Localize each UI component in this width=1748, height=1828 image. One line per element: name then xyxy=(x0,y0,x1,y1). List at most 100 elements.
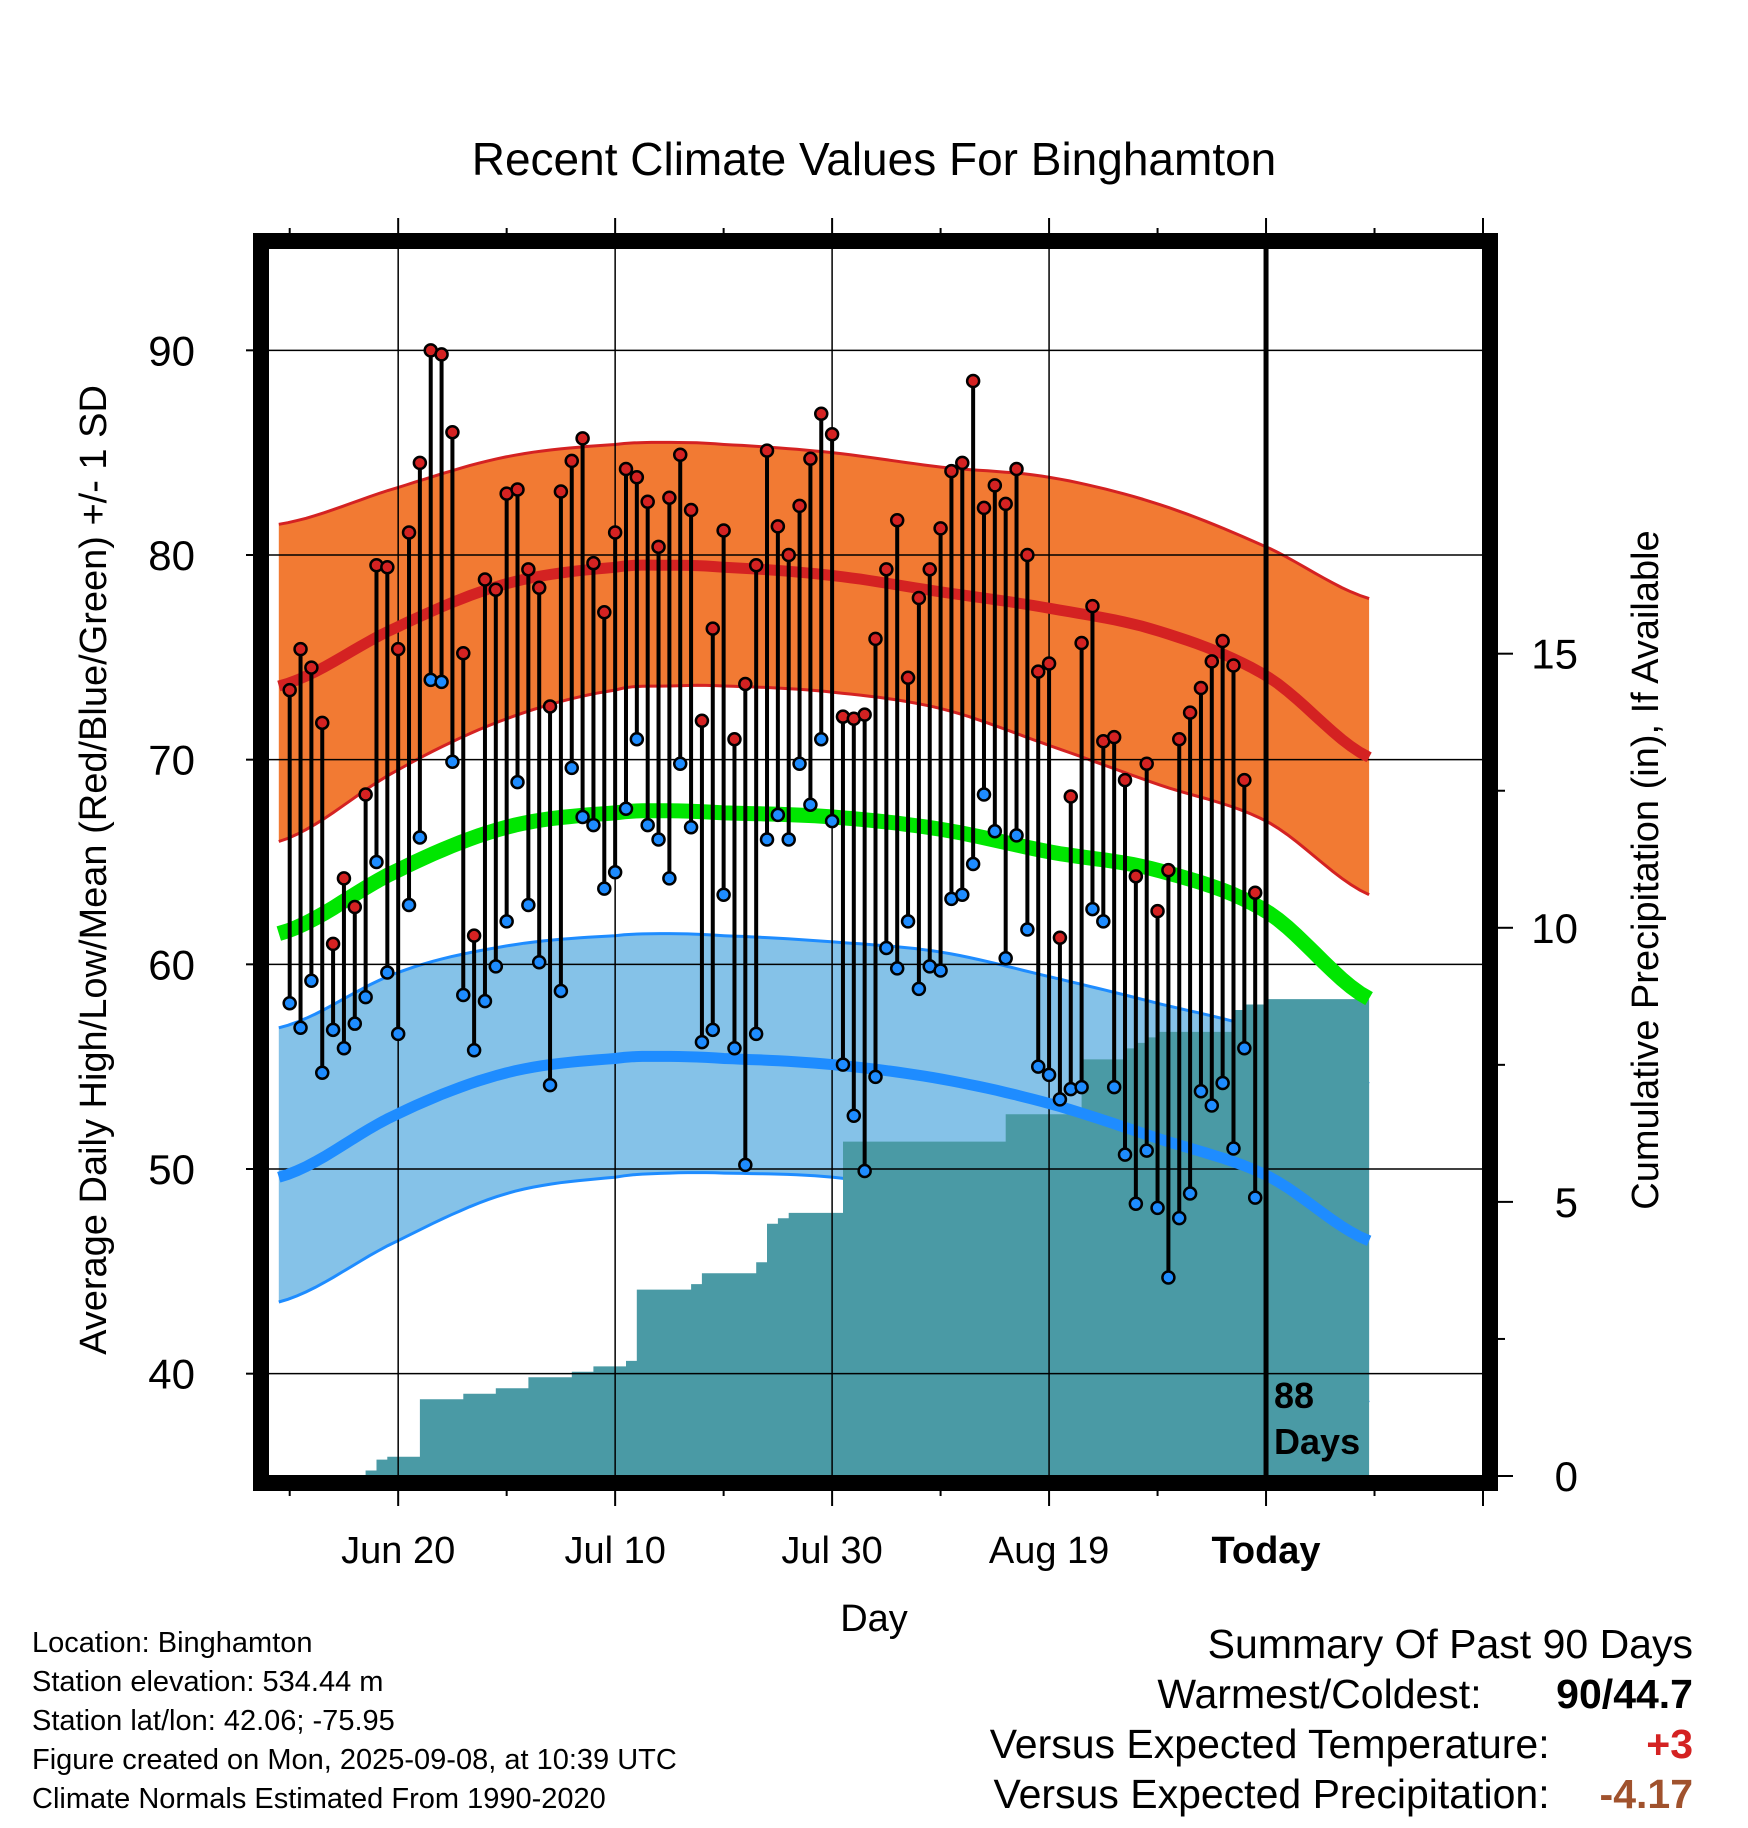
daily-high-point xyxy=(336,871,352,886)
daily-high-point xyxy=(662,490,677,505)
created-text: Figure created on Mon, 2025-09-08, at 10… xyxy=(32,1744,677,1776)
daily-low-point xyxy=(651,832,666,847)
daily-low-point xyxy=(889,961,905,976)
daily-high-point xyxy=(445,424,460,440)
y2-axis-label: Cumulative Precipitation (in), If Availa… xyxy=(1625,530,1667,1209)
daily-low-point xyxy=(933,963,948,978)
daily-low-point xyxy=(456,987,471,1003)
daily-high-point xyxy=(456,645,471,661)
latlon-text: Station lat/lon: 42.06; -75.95 xyxy=(32,1705,395,1737)
daily-low-point xyxy=(1009,828,1024,843)
daily-low-point xyxy=(900,914,916,929)
mean-normal-line xyxy=(276,803,1373,1006)
warmest-value: 90 xyxy=(1556,1671,1602,1717)
x-tick-label: Jul 10 xyxy=(564,1530,665,1572)
daily-high-point xyxy=(434,347,449,362)
daily-low-point xyxy=(662,871,677,886)
y2-tick-label: 10 xyxy=(1531,905,1578,952)
daily-high-point xyxy=(1020,547,1035,563)
daily-low-point xyxy=(1128,1196,1144,1212)
daily-high-point xyxy=(1204,654,1220,669)
daily-low-point xyxy=(314,1065,330,1081)
daily-low-point xyxy=(542,1077,558,1093)
daily-high-point xyxy=(1009,461,1024,477)
daily-high-point xyxy=(781,547,796,563)
daily-low-point xyxy=(835,1057,851,1072)
x-axis-label: Day xyxy=(840,1598,908,1640)
summary-panel: Summary Of Past 90 Days Warmest/Coldest:… xyxy=(990,1619,1693,1819)
high-normal-line xyxy=(277,559,1372,763)
daily-high-point xyxy=(607,525,623,540)
daily-high-point xyxy=(380,560,395,575)
daily-high-point xyxy=(347,899,363,915)
daily-low-point xyxy=(868,1069,883,1085)
daily-high-point xyxy=(1074,635,1089,651)
elevation-text: Station elevation: 534.44 m xyxy=(32,1666,384,1698)
daily-low-point xyxy=(434,674,449,690)
x-tick-label: Today xyxy=(1211,1530,1320,1572)
warmest-coldest-label: Warmest/Coldest: xyxy=(1157,1671,1482,1717)
summary-temperature: Versus Expected Temperature: +3 xyxy=(990,1719,1693,1769)
daily-low-point xyxy=(1096,914,1111,929)
daily-low-point xyxy=(1237,1040,1252,1056)
daily-high-point xyxy=(770,519,786,534)
daily-high-point xyxy=(586,555,601,571)
daily-high-point xyxy=(716,523,731,538)
y-tick-label: 70 xyxy=(148,737,195,784)
daily-high-point xyxy=(1085,598,1100,614)
daily-low-point xyxy=(965,856,981,872)
daily-high-point xyxy=(1128,869,1144,884)
daily-low-point xyxy=(499,914,514,929)
daily-high-point xyxy=(488,582,504,598)
daily-low-point xyxy=(564,760,579,776)
daily-low-point xyxy=(445,754,460,769)
y2-tick-label: 5 xyxy=(1555,1179,1578,1226)
daily-low-point xyxy=(683,819,699,835)
days-count-label: 88 xyxy=(1274,1375,1314,1416)
daily-low-point xyxy=(336,1040,352,1056)
daily-low-point xyxy=(1247,1190,1263,1205)
daily-high-point xyxy=(282,682,297,698)
y2-tick-label: 15 xyxy=(1531,631,1578,678)
daily-low-point xyxy=(1052,1092,1068,1107)
daily-low-point xyxy=(629,731,645,747)
precip-vs-expected-value: -4.17 xyxy=(1599,1771,1693,1817)
daily-low-point xyxy=(607,864,623,880)
daily-high-point xyxy=(748,557,764,573)
daily-low-point xyxy=(586,817,601,833)
daily-high-point xyxy=(1030,664,1046,679)
daily-high-point xyxy=(1247,885,1263,900)
daily-high-point xyxy=(976,500,992,516)
daily-low-point xyxy=(282,995,297,1011)
slash-separator: / xyxy=(1601,1671,1614,1717)
coldest-value: 44.7 xyxy=(1613,1671,1693,1717)
daily-low-point xyxy=(380,965,395,980)
low-normal-line xyxy=(277,1050,1372,1246)
y-tick-label: 50 xyxy=(148,1146,195,1193)
daily-low-point xyxy=(705,1022,721,1038)
daily-low-point xyxy=(1172,1210,1187,1226)
daily-high-point xyxy=(900,670,916,686)
daily-low-point xyxy=(748,1026,764,1042)
daily-high-point xyxy=(510,482,525,497)
daily-low-point xyxy=(347,1016,363,1031)
daily-low-point xyxy=(1226,1141,1241,1156)
daily-low-point xyxy=(325,1022,341,1038)
daily-high-point xyxy=(998,496,1013,512)
daily-low-point xyxy=(1193,1083,1209,1099)
daily-high-point xyxy=(618,461,634,477)
daily-low-point xyxy=(803,797,818,812)
daily-high-point xyxy=(922,562,937,577)
daily-high-point xyxy=(965,373,981,389)
daily-high-point xyxy=(304,660,319,675)
daily-low-point xyxy=(521,897,536,913)
daily-low-point xyxy=(575,809,590,825)
daily-low-point xyxy=(1085,901,1100,917)
daily-high-point xyxy=(542,699,558,714)
daily-low-point xyxy=(759,832,775,847)
y-axis-label: Average Daily High/Low/Mean (Red/Blue/Gr… xyxy=(73,385,115,1355)
daily-low-point xyxy=(358,989,373,1005)
daily-high-point xyxy=(1150,903,1165,919)
